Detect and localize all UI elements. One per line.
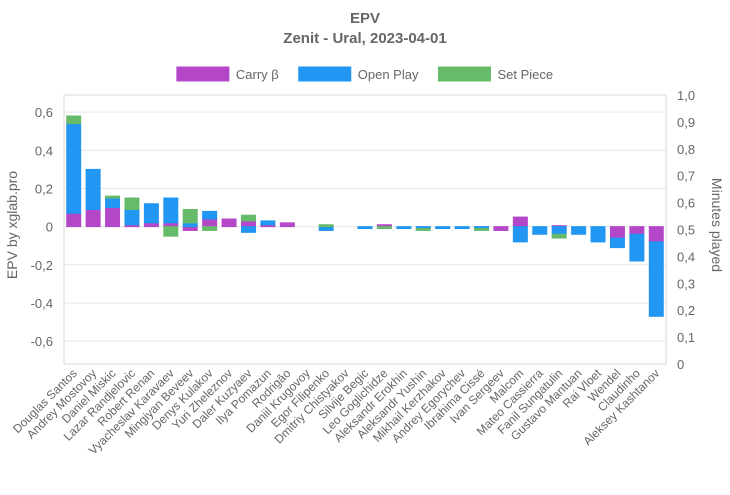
y2-tick-label: 0,6 <box>677 196 695 211</box>
bar-carry-daniel-miskic[interactable] <box>105 207 121 228</box>
y-tick-label: 0 <box>46 220 53 235</box>
y-tick-label: -0,2 <box>31 258 53 273</box>
y2-axis-ticks: 1,0 0,9 0,8 0,7 0,6 0,5 0,4 0,3 0,2 0,1 0 <box>677 88 695 372</box>
legend-swatch-open-play[interactable] <box>298 66 352 82</box>
y2-tick-label: 0,1 <box>677 330 695 345</box>
bar-set-piece-douglas-santos[interactable] <box>66 115 82 125</box>
bar-open-play-robert-renan[interactable] <box>143 203 159 224</box>
bar-open-play-aleksey-kashtanov[interactable] <box>648 241 664 317</box>
bar-carry-wendel[interactable] <box>609 226 625 239</box>
y2-tick-label: 0,7 <box>677 169 695 184</box>
y-tick-label: -0,6 <box>31 334 53 349</box>
bar-open-play-andrey-egorychev[interactable] <box>454 226 470 230</box>
bar-open-play-malcom[interactable] <box>512 226 528 243</box>
bar-carry-daler-kuzyaev[interactable] <box>240 220 256 228</box>
y2-tick-label: 0,2 <box>677 303 695 318</box>
legend: Carry β Open Play Set Piece <box>176 66 553 82</box>
bar-open-play-mateo-cassierra[interactable] <box>532 226 548 235</box>
y2-tick-label: 0,4 <box>677 249 695 264</box>
y2-tick-label: 0,8 <box>677 142 695 157</box>
y2-tick-label: 1,0 <box>677 88 695 103</box>
y-axis-label: EPV by xglab.pro <box>4 171 20 279</box>
bar-open-play-vyacheslav-karavaev[interactable] <box>163 197 179 224</box>
bar-set-piece-aleksandr-yushin[interactable] <box>415 228 431 231</box>
bar-open-play-fanil-sungatulin[interactable] <box>551 226 567 235</box>
y-axis-ticks: 0,6 0,4 0,2 0 -0,2 -0,4 -0,6 <box>31 105 53 349</box>
bar-set-piece-daniel-miskic[interactable] <box>105 195 121 199</box>
bar-carry-denys-kulakov[interactable] <box>202 218 218 228</box>
bar-open-play-ilya-pomazun[interactable] <box>260 220 276 226</box>
bar-carry-claudinho[interactable] <box>629 226 645 235</box>
bar-carry-aleksey-kashtanov[interactable] <box>648 226 664 243</box>
bar-set-piece-ibrahima-cisse[interactable] <box>474 228 490 231</box>
bar-open-play-lazar-randjelovic[interactable] <box>124 208 140 226</box>
bar-set-piece-mingiyan-beveev[interactable] <box>182 208 198 224</box>
bar-open-play-wendel[interactable] <box>609 237 625 249</box>
bar-open-play-silvije-begic[interactable] <box>357 226 373 230</box>
plot-frame <box>63 94 667 365</box>
y2-axis-label: Minutes played <box>709 178 725 272</box>
bar-open-play-claudinho[interactable] <box>629 233 645 262</box>
bar-set-piece-denys-kulakov[interactable] <box>202 226 218 231</box>
y2-tick-label: 0 <box>677 357 684 372</box>
bar-carry-yuri-zheleznov[interactable] <box>221 218 237 228</box>
y2-tick-label: 0,5 <box>677 223 695 238</box>
bar-carry-andrey-mostovoy[interactable] <box>85 208 101 228</box>
legend-swatch-set-piece[interactable] <box>437 66 491 82</box>
bar-carry-rodrigao[interactable] <box>279 222 295 228</box>
bar-open-play-daniel-miskic[interactable] <box>105 197 121 209</box>
bar-set-piece-fanil-sungatulin[interactable] <box>551 233 567 239</box>
legend-swatch-carry[interactable] <box>176 66 230 82</box>
bar-open-play-daler-kuzyaev[interactable] <box>240 226 256 233</box>
y2-tick-label: 0,3 <box>677 276 695 291</box>
bar-set-piece-leo-goglichidze[interactable] <box>376 226 392 230</box>
bar-open-play-andrey-mostovoy[interactable] <box>85 168 101 210</box>
bar-set-piece-vyacheslav-karavaev[interactable] <box>163 226 179 237</box>
bar-carry-ivan-sergeev[interactable] <box>493 226 509 231</box>
chart-title: EPV <box>350 10 380 27</box>
bar-open-play-mikhail-kerzhakov[interactable] <box>435 226 451 230</box>
y-tick-label: 0,4 <box>35 143 53 158</box>
bar-open-play-rai-vloet[interactable] <box>590 226 606 243</box>
bar-carry-malcom[interactable] <box>512 216 528 228</box>
legend-label: Carry β <box>236 67 279 82</box>
bar-carry-robert-renan[interactable] <box>143 222 159 228</box>
chart-subtitle: Zenit - Ural, 2023-04-01 <box>283 30 446 47</box>
bar-open-play-aleksandr-erokhin[interactable] <box>396 226 412 230</box>
y-tick-label: -0,4 <box>31 296 53 311</box>
bar-open-play-douglas-santos[interactable] <box>66 123 82 214</box>
legend-label: Open Play <box>358 67 419 82</box>
y-tick-label: 0,6 <box>35 105 53 120</box>
bar-open-play-denys-kulakov[interactable] <box>202 210 218 220</box>
bar-carry-douglas-santos[interactable] <box>66 212 82 228</box>
bar-carry-mingiyan-beveev[interactable] <box>182 226 198 231</box>
bar-carry-vyacheslav-karavaev[interactable] <box>163 222 179 228</box>
y-tick-label: 0,2 <box>35 181 53 196</box>
bar-set-piece-lazar-randjelovic[interactable] <box>124 197 140 210</box>
bar-open-play-egor-filipenko[interactable] <box>318 226 334 231</box>
y2-tick-label: 0,9 <box>677 115 695 130</box>
bar-open-play-mingiyan-beveev[interactable] <box>182 222 198 228</box>
bar-set-piece-egor-filipenko[interactable] <box>318 224 334 228</box>
bars <box>66 115 664 317</box>
bar-set-piece-daler-kuzyaev[interactable] <box>240 214 256 222</box>
legend-label: Set Piece <box>497 67 553 82</box>
bar-open-play-gustavo-mantuan[interactable] <box>571 226 587 235</box>
